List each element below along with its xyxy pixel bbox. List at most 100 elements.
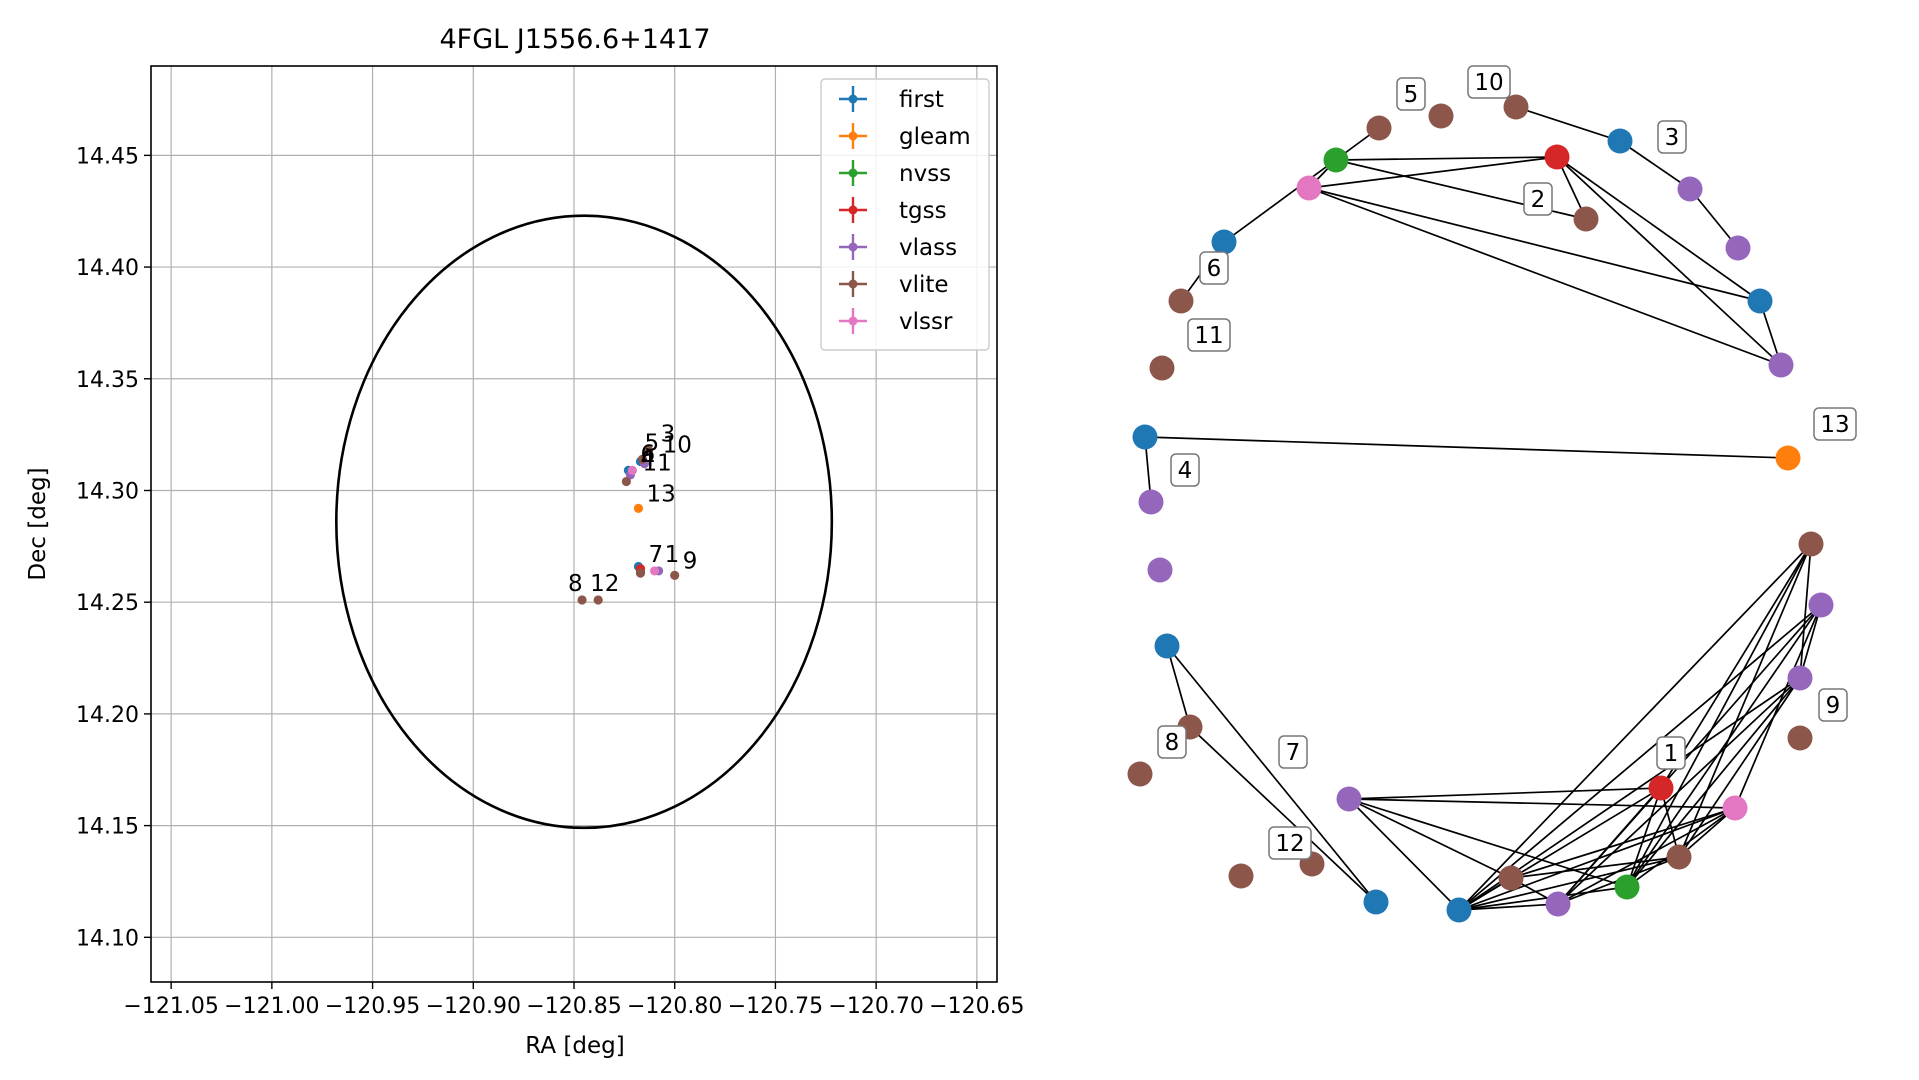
point-vlite bbox=[635, 568, 646, 578]
graph-edge bbox=[1556, 156, 1782, 366]
graph-node-first bbox=[1363, 889, 1389, 915]
graph-label-box bbox=[1523, 182, 1553, 216]
graph-label-box bbox=[1199, 251, 1229, 285]
x-tick-label: −121.00 bbox=[224, 994, 319, 1019]
graph-label-text: 10 bbox=[1474, 70, 1503, 96]
graph-edge bbox=[1458, 903, 1559, 911]
point-annotation: 1 bbox=[665, 542, 680, 568]
graph-label-box bbox=[1818, 688, 1848, 722]
point-vlite bbox=[593, 595, 603, 605]
x-tick-label: −120.75 bbox=[728, 994, 823, 1019]
graph-label-text: 7 bbox=[1286, 740, 1301, 766]
graph-node-label: 8 bbox=[1157, 725, 1187, 759]
legend-marker-dot bbox=[848, 168, 858, 178]
graph-edge bbox=[1556, 156, 1761, 302]
legend-marker-dot bbox=[848, 316, 858, 326]
legend-entry-first: first bbox=[839, 86, 944, 113]
legend-label: nvss bbox=[899, 161, 951, 187]
graph-edge bbox=[1678, 677, 1801, 858]
x-tick-label: −120.65 bbox=[929, 994, 1024, 1019]
graph-label-text: 9 bbox=[1826, 693, 1841, 719]
graph-node-first bbox=[1607, 128, 1633, 154]
data-points bbox=[577, 445, 680, 605]
graph-node-label: 5 bbox=[1396, 77, 1426, 111]
graph-node-vlass bbox=[1336, 786, 1362, 812]
graph-label-text: 4 bbox=[1178, 458, 1193, 484]
graph-edge bbox=[1335, 156, 1558, 161]
x-tick-label: −120.90 bbox=[426, 994, 521, 1019]
graph-edge bbox=[1734, 604, 1822, 809]
point-annotation: 13 bbox=[647, 482, 676, 508]
graph-edge bbox=[1678, 543, 1812, 858]
graph-nodes bbox=[1127, 94, 1834, 923]
graph-label-text: 5 bbox=[1404, 82, 1419, 108]
graph-node-tgss bbox=[1648, 775, 1674, 801]
x-axis-label: RA [deg] bbox=[525, 1033, 624, 1059]
graph-node-label: 12 bbox=[1268, 826, 1312, 860]
graph-node-label: 13 bbox=[1813, 407, 1857, 441]
graph-node-label: 1 bbox=[1656, 736, 1686, 770]
graph-edge bbox=[1660, 543, 1812, 789]
graph-label-box bbox=[1170, 453, 1200, 487]
graph-node-tgss bbox=[1544, 144, 1570, 170]
graph-node-first bbox=[1747, 288, 1773, 314]
graph-node-vlite bbox=[1787, 725, 1813, 751]
graph-node-vlite bbox=[1798, 531, 1824, 557]
point-vlite bbox=[577, 595, 587, 605]
legend-label: vlssr bbox=[899, 309, 953, 335]
graph-edge bbox=[1510, 856, 1680, 879]
localization-ellipse bbox=[335, 214, 834, 830]
legend-box bbox=[820, 78, 990, 351]
y-tick-label: 14.20 bbox=[76, 703, 139, 728]
legend-entry-vlass: vlass bbox=[839, 234, 957, 261]
legend-marker-dot bbox=[848, 279, 858, 289]
graph-edge bbox=[1557, 604, 1822, 905]
point-vlssr bbox=[627, 465, 638, 475]
legend-entry-vlssr: vlssr bbox=[839, 308, 953, 335]
graph-edge bbox=[1799, 604, 1822, 679]
point-vlite bbox=[637, 454, 648, 464]
graph-label-text: 12 bbox=[1275, 831, 1304, 857]
graph-node-label: 4 bbox=[1170, 453, 1200, 487]
graph-label-text: 13 bbox=[1820, 412, 1849, 438]
graph-node-nvss bbox=[1614, 874, 1640, 900]
graph-edge bbox=[1348, 787, 1662, 800]
y-tick-label: 14.15 bbox=[76, 815, 139, 840]
graph-node-vlite bbox=[1127, 761, 1153, 787]
graph-label-box bbox=[1157, 725, 1187, 759]
graph-edge bbox=[1166, 645, 1191, 728]
graph-node-vlass bbox=[1545, 891, 1571, 917]
y-tick-label: 14.35 bbox=[76, 368, 139, 393]
legend-marker-dot bbox=[848, 131, 858, 141]
legend-label: vlass bbox=[899, 235, 957, 261]
x-tick-label: −120.80 bbox=[627, 994, 722, 1019]
chart-title: 4FGL J1556.6+1417 bbox=[439, 24, 710, 55]
y-tick-label: 14.45 bbox=[76, 144, 139, 169]
point-annotation: 10 bbox=[663, 433, 692, 459]
graph-node-vlass bbox=[1787, 665, 1813, 691]
graph-edge bbox=[1689, 188, 1739, 249]
legend-entry-gleam: gleam bbox=[839, 123, 971, 150]
graph-node-label: 10 bbox=[1467, 65, 1511, 99]
legend-label: gleam bbox=[899, 124, 971, 150]
graph-node-vlite bbox=[1149, 355, 1175, 381]
graph-edge bbox=[1189, 726, 1377, 903]
graph-node-vlite bbox=[1666, 844, 1692, 870]
graph-edge bbox=[1557, 807, 1736, 905]
point-annotation: 8 bbox=[568, 571, 583, 597]
graph-edge bbox=[1348, 798, 1736, 809]
graph-label-box bbox=[1467, 65, 1511, 99]
graph-node-vlite bbox=[1168, 288, 1194, 314]
graph-node-label: 7 bbox=[1278, 735, 1308, 769]
graph-node-label: 3 bbox=[1657, 120, 1687, 154]
graph-node-label: 6 bbox=[1199, 251, 1229, 285]
y-ticks: 14.10 14.15 14.20 14.25 14.30 14.35 14.40 14.45 bbox=[76, 144, 151, 951]
graph-edge bbox=[1626, 787, 1662, 888]
point-annotation: 4 bbox=[640, 446, 655, 472]
x-ticks: −121.05 −121.00 −120.95 −120.90 −120.85 −120.… bbox=[123, 982, 1025, 1019]
point-annotation: 5 bbox=[645, 430, 660, 456]
